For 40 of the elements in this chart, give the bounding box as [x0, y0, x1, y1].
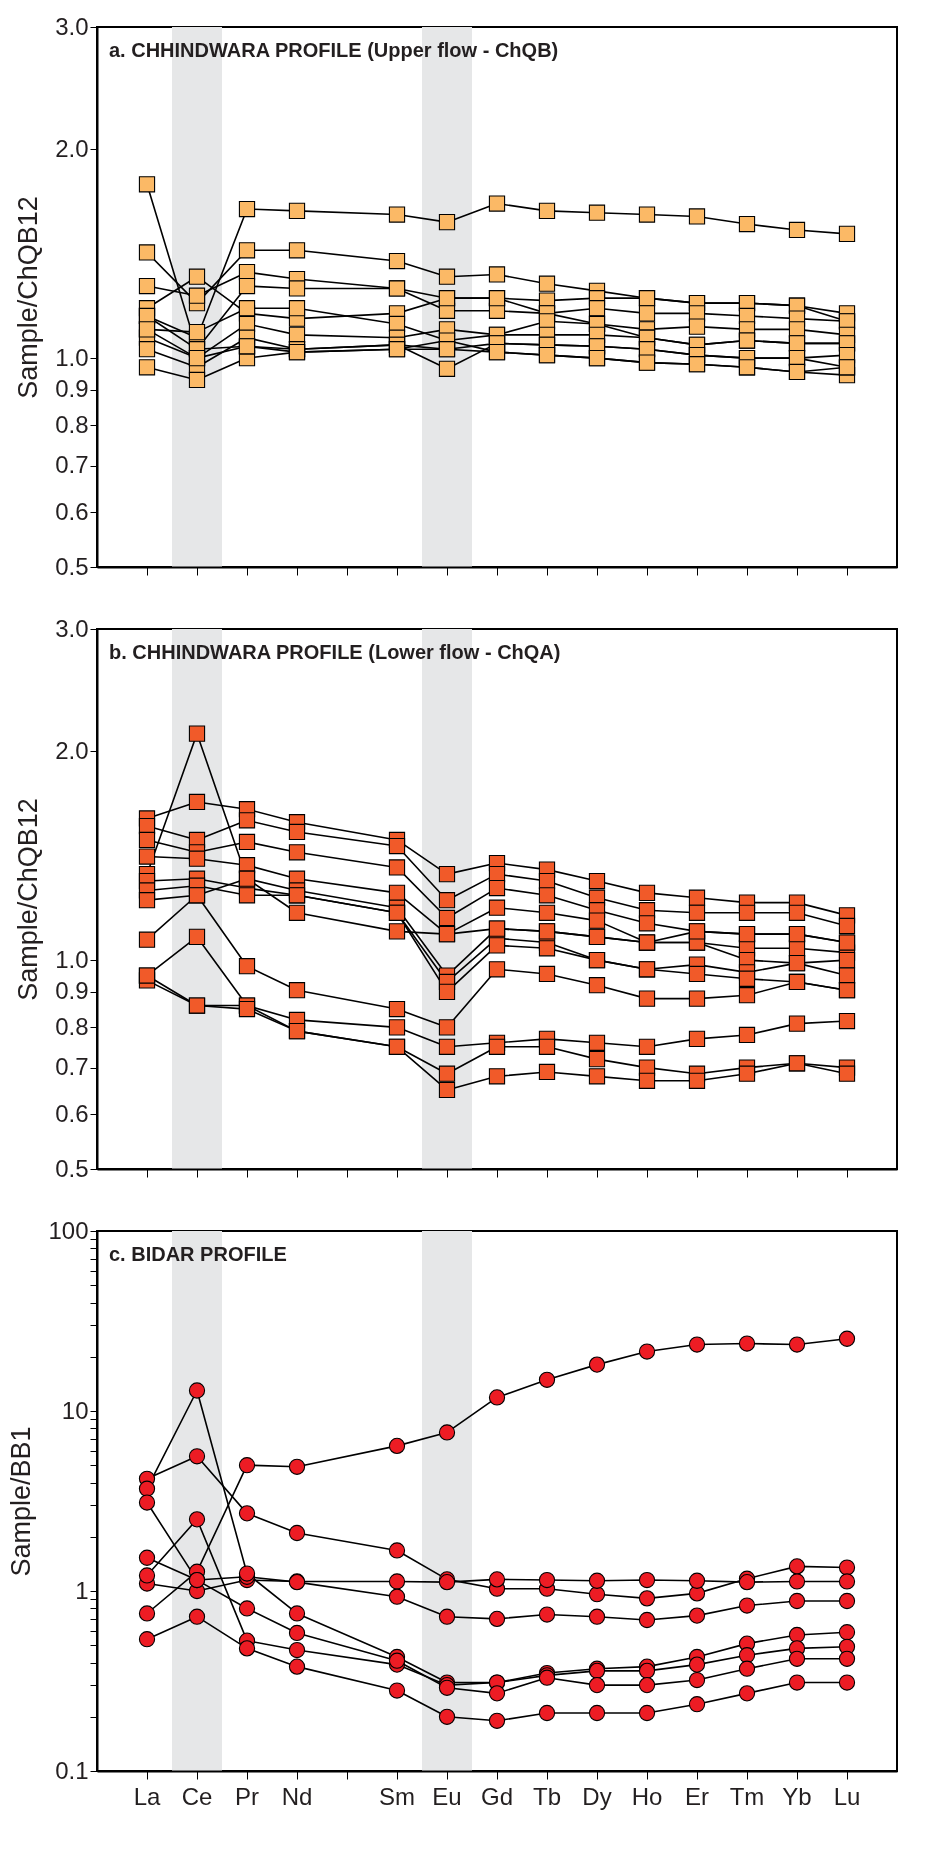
y-tick-label: 0.5: [55, 552, 89, 580]
x-tick-label: Gd: [480, 1782, 514, 1810]
x-tick-label: Nd: [281, 1782, 313, 1810]
x-tick-label: Sm: [379, 1782, 415, 1810]
x-tick-label: Ce: [181, 1782, 213, 1810]
y-tick-label: 0.5: [55, 1154, 89, 1182]
x-tick-label: Tm: [729, 1782, 765, 1810]
y-tick-label: 0.7: [55, 1053, 89, 1081]
y-axis-title: Sample/BB1: [6, 1426, 37, 1577]
x-tick-label: Lu: [833, 1782, 861, 1810]
y-tick-label: 2.0: [55, 736, 89, 764]
y-axis-title: Sample/ChQB12: [13, 798, 44, 1001]
x-tick-label: Yb: [782, 1782, 812, 1810]
y-tick-label: 0.9: [55, 375, 89, 403]
x-tick-label: Ho: [631, 1782, 663, 1810]
y-tick-label: 100: [48, 1216, 89, 1244]
x-tick-label: Dy: [582, 1782, 612, 1810]
y-tick-label: 0.6: [55, 1099, 89, 1127]
y-tick-label: 0.6: [55, 497, 89, 525]
y-tick-label: 3.0: [55, 12, 89, 40]
y-tick-label: 3.0: [55, 614, 89, 642]
x-tick-label: Eu: [432, 1782, 462, 1810]
y-tick-label: 1.0: [55, 343, 89, 371]
x-tick-label: La: [133, 1782, 161, 1810]
x-tick-label: Er: [685, 1782, 710, 1810]
y-tick-label: 1.0: [55, 945, 89, 973]
x-tick-label: Pr: [235, 1782, 260, 1810]
y-tick-label: 0.1: [55, 1756, 89, 1784]
x-tick-label: Tb: [532, 1782, 562, 1810]
y-tick-label: 0.8: [55, 1012, 89, 1040]
y-tick-label: 10: [61, 1396, 89, 1424]
text: a. CHHINDWARA PROFILE (Upper flow - ChQB): [109, 39, 559, 61]
y-axis-title: Sample/ChQB12: [13, 196, 44, 399]
y-tick-label: 2.0: [55, 134, 89, 162]
y-tick-label: 1: [75, 1576, 89, 1604]
text: b. CHHINDWARA PROFILE (Lower flow - ChQA): [109, 641, 561, 663]
y-tick-label: 0.8: [55, 410, 89, 438]
y-tick-label: 0.9: [55, 977, 89, 1005]
y-tick-label: 0.7: [55, 451, 89, 479]
text: c. BIDAR PROFILE: [109, 1243, 287, 1265]
